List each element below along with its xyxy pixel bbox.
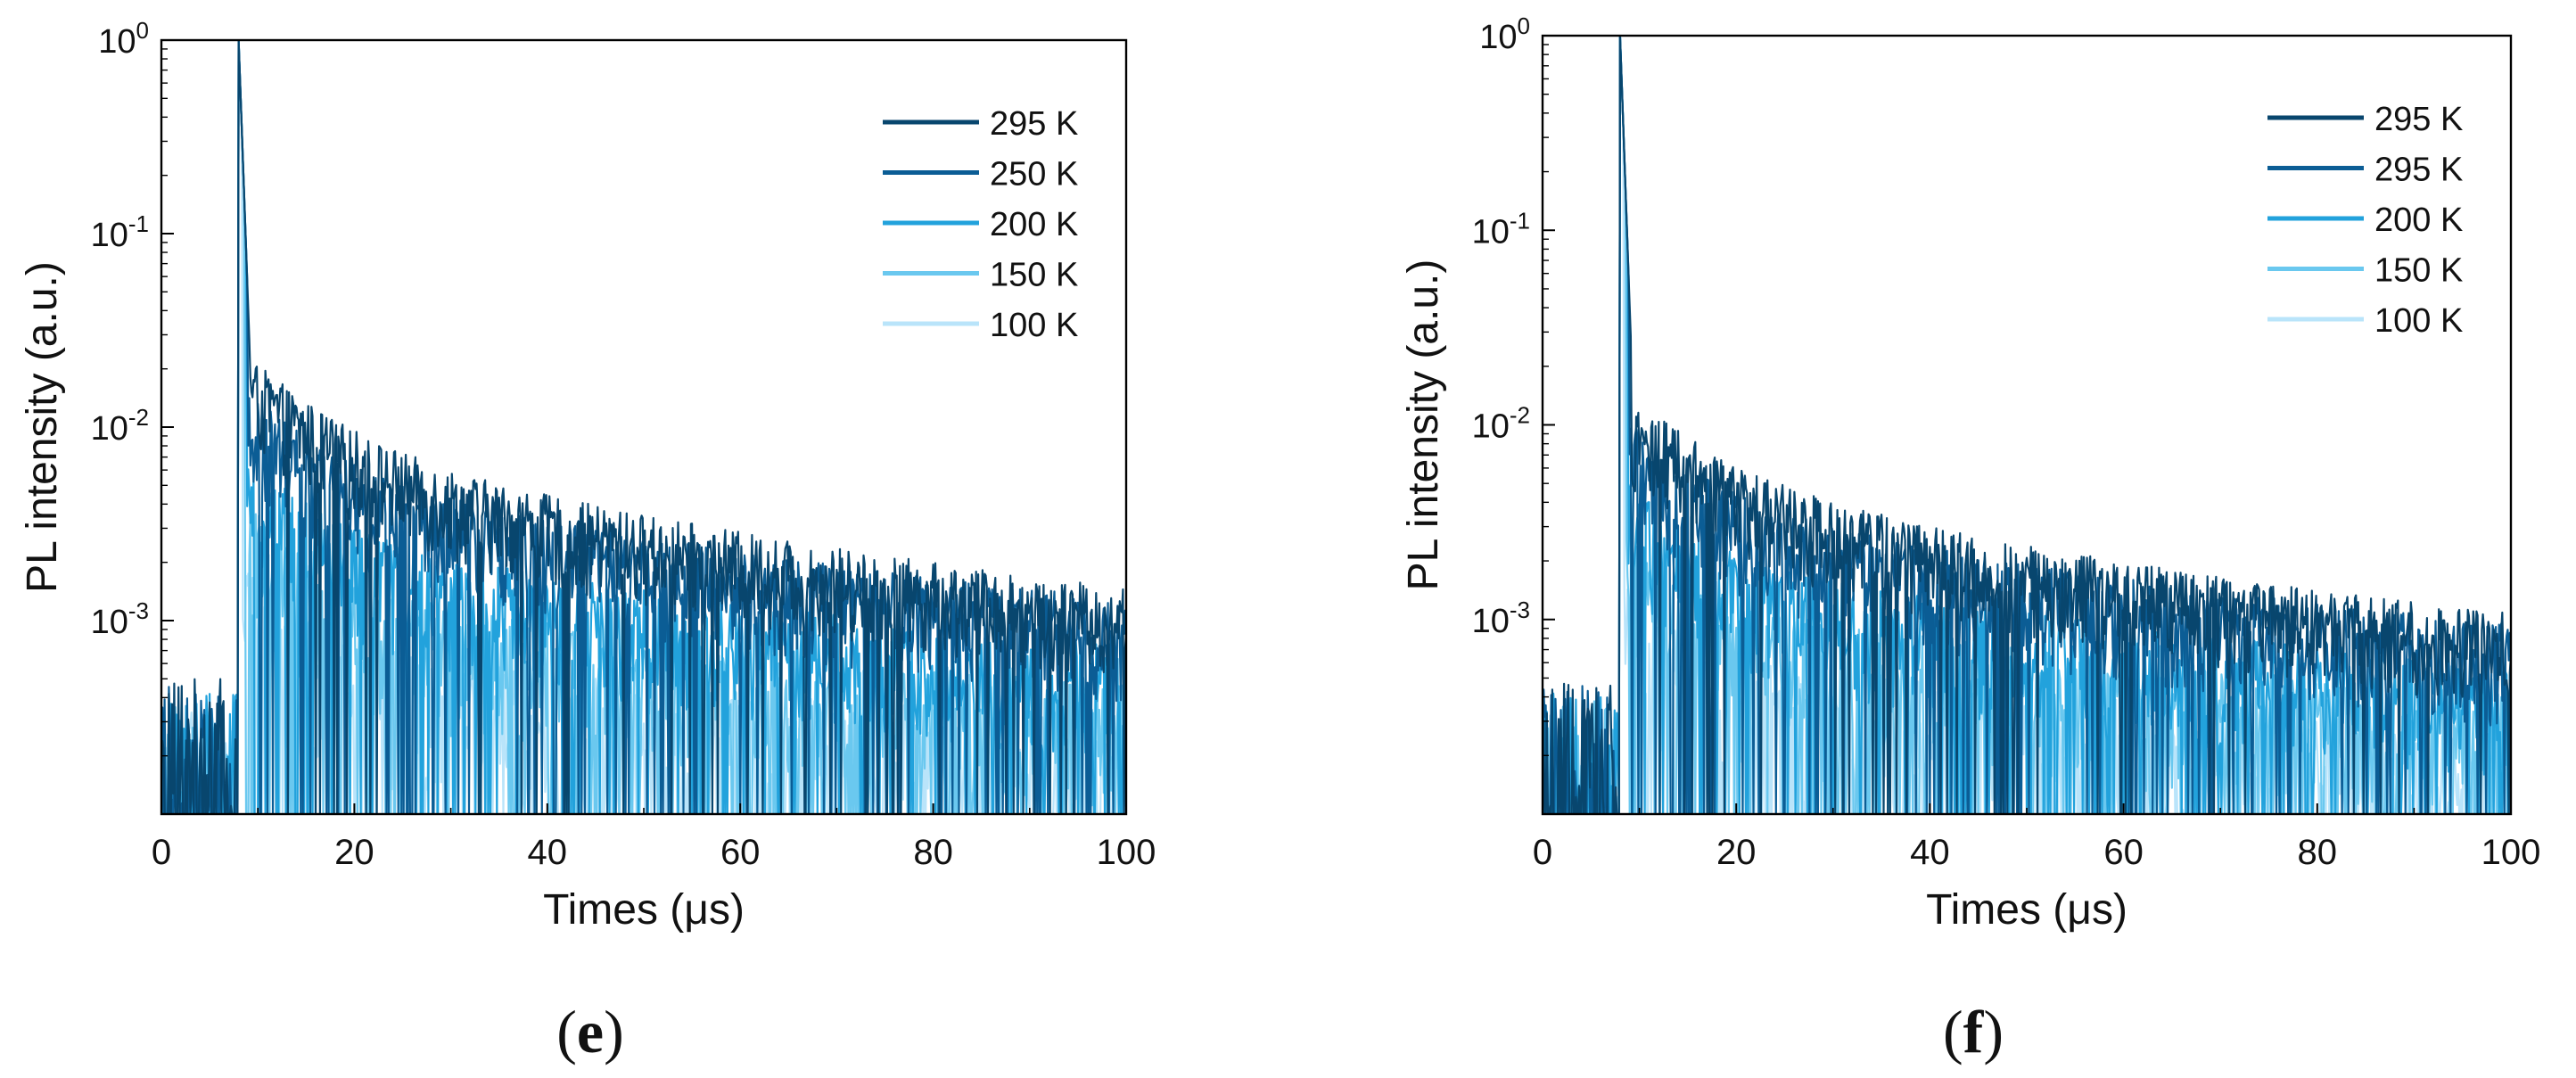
chart-panel-f: 0 20 40 60 80 100 100 10-1 10-2 10-3 Times (μs) PL …	[1400, 12, 2540, 934]
y-tick-label: 10-1	[1472, 207, 1530, 251]
legend-label: 295 K	[990, 105, 1078, 143]
legend-label: 100 K	[2374, 302, 2463, 340]
chart-panel-e: 0 20 40 60 80 100 100 10-1 10-2 10-3 Times (μs) PL …	[19, 17, 1156, 934]
legend-label: 200 K	[990, 206, 1078, 243]
x-tick-label: 20	[334, 833, 374, 872]
series-trace-295k	[1543, 36, 2511, 814]
legend: 295 K 295 K 200 K 150 K 100 K	[2267, 101, 2463, 340]
legend-item: 295 K	[2267, 101, 2463, 138]
legend: 295 K 250 K 200 K 150 K 100 K	[883, 105, 1078, 344]
legend-item: 200 K	[2267, 202, 2463, 239]
legend-item: 150 K	[883, 257, 1078, 294]
x-tick-label: 0	[1533, 833, 1552, 872]
data-traces	[1543, 36, 2511, 814]
series-trace-295k	[1543, 36, 2511, 814]
series-trace-295k	[161, 40, 1126, 814]
x-tick-label: 20	[1716, 833, 1757, 872]
legend-label: 150 K	[2374, 252, 2463, 290]
legend-label: 100 K	[990, 307, 1078, 344]
y-tick-label: 10-3	[1472, 597, 1530, 640]
legend-item: 295 K	[883, 105, 1078, 143]
y-tick-label: 100	[1479, 12, 1530, 56]
legend-label: 295 K	[2374, 101, 2463, 138]
x-tick-label: 40	[1910, 833, 1950, 872]
x-axis-label: Times (μs)	[543, 886, 745, 934]
legend-item: 100 K	[2267, 302, 2463, 340]
legend-item: 250 K	[883, 156, 1078, 193]
y-tick-label: 10-2	[91, 404, 149, 448]
y-tick-label: 10-1	[91, 210, 149, 254]
x-tick-label: 80	[2298, 833, 2338, 872]
legend-item: 150 K	[2267, 252, 2463, 290]
legend-item: 295 K	[2267, 152, 2463, 189]
panel-label-e: (e)	[556, 998, 624, 1066]
legend-item: 200 K	[883, 206, 1078, 243]
y-axis-label: PL intensity (a.u.)	[19, 261, 66, 593]
legend-label: 295 K	[2374, 152, 2463, 189]
x-tick-label: 100	[1097, 833, 1156, 872]
y-tick-label: 10-3	[91, 597, 149, 641]
y-axis-label: PL intensity (a.u.)	[1400, 259, 1447, 591]
x-tick-label: 0	[152, 833, 171, 872]
x-axis-label: Times (μs)	[1926, 886, 2127, 934]
x-tick-label: 60	[720, 833, 761, 872]
x-tick-label: 100	[2481, 833, 2541, 872]
x-tick-label: 80	[913, 833, 953, 872]
legend-label: 250 K	[990, 156, 1078, 193]
x-tick-label: 40	[528, 833, 568, 872]
y-tick-label: 100	[98, 17, 149, 61]
legend-item: 100 K	[883, 307, 1078, 344]
y-tick-label: 10-2	[1472, 402, 1530, 446]
data-traces	[161, 40, 1126, 814]
panel-label-f: (f)	[1943, 998, 2004, 1066]
legend-label: 150 K	[990, 257, 1078, 294]
x-tick-label: 60	[2103, 833, 2144, 872]
series-trace-200k	[161, 40, 1126, 814]
legend-label: 200 K	[2374, 202, 2463, 239]
